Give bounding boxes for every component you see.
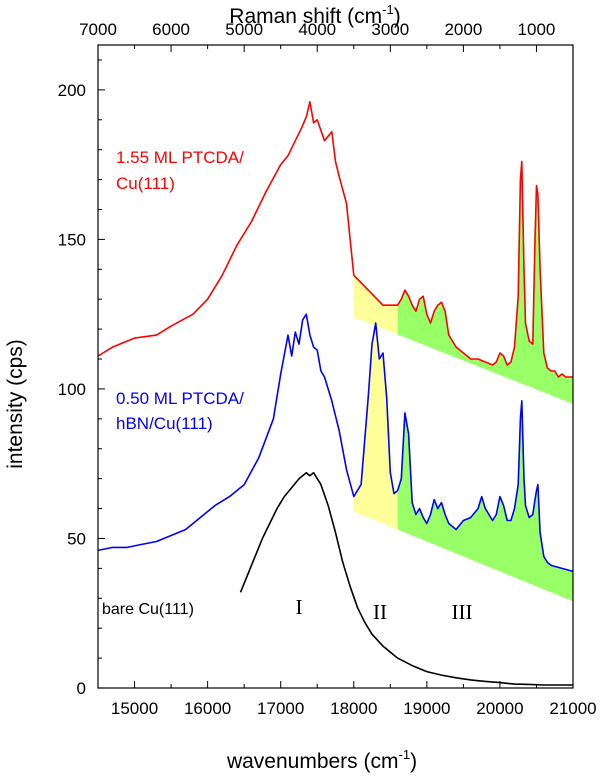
region-III-fill-series-1 bbox=[397, 400, 573, 602]
region-label-III: III bbox=[452, 600, 473, 624]
y-tick-label: 0 bbox=[77, 679, 86, 698]
x-tick-label: 20000 bbox=[476, 699, 523, 718]
top-tick-label: 2000 bbox=[444, 20, 482, 39]
series-labels: 1.55 ML PTCDA/ Cu(111) 0.50 ML PTCDA/ hB… bbox=[102, 148, 244, 618]
x-tick-label: 18000 bbox=[330, 699, 377, 718]
plot-border bbox=[97, 44, 574, 689]
y-tick-label: 150 bbox=[58, 230, 86, 249]
y-tick-label: 200 bbox=[58, 81, 86, 100]
y-tick-label: 50 bbox=[67, 529, 86, 548]
series-line-0 bbox=[97, 101, 573, 378]
region-shading bbox=[353, 161, 573, 602]
top-axis-title: Raman shift (cm-1) bbox=[229, 2, 400, 28]
region-label-II: II bbox=[373, 600, 387, 624]
top-tick-label: 6000 bbox=[152, 20, 190, 39]
axis-ticks: 15000 16000 17000 18000 19000 20000 21000 0 50 10… bbox=[58, 20, 597, 718]
label-red-line-1: 1.55 ML PTCDA/ bbox=[116, 148, 244, 167]
y-tick-label: 100 bbox=[58, 380, 86, 399]
x-tick-label: 19000 bbox=[403, 699, 450, 718]
bottom-axis-title: wavenumbers (cm-1) bbox=[226, 747, 417, 773]
y-axis-title: intensity (cps) bbox=[4, 339, 27, 469]
series-line-1 bbox=[97, 313, 574, 573]
label-red-line-2: Cu(111) bbox=[116, 174, 175, 193]
x-tick-label: 17000 bbox=[257, 699, 304, 718]
label-blue-line-1: 0.50 ML PTCDA/ bbox=[116, 389, 244, 408]
region-II-fill-series-0 bbox=[353, 275, 398, 335]
label-black: bare Cu(111) bbox=[102, 601, 194, 618]
x-tick-label: 15000 bbox=[111, 699, 158, 718]
x-tick-label: 21000 bbox=[549, 699, 596, 718]
region-II-fill-series-1 bbox=[353, 323, 398, 530]
spectra-lines bbox=[97, 101, 574, 686]
plot-frame bbox=[97, 44, 574, 689]
top-tick-label: 3000 bbox=[371, 20, 409, 39]
region-III-fill-series-0 bbox=[397, 161, 573, 404]
top-tick-label: 7000 bbox=[79, 20, 117, 39]
region-labels: I II III bbox=[296, 595, 473, 624]
top-tick-label: 5000 bbox=[225, 20, 263, 39]
series-line-2 bbox=[239, 471, 573, 686]
x-tick-label: 16000 bbox=[184, 699, 231, 718]
top-tick-label: 4000 bbox=[298, 20, 336, 39]
top-tick-label: 1000 bbox=[518, 20, 556, 39]
region-label-I: I bbox=[296, 595, 303, 619]
label-blue-line-2: hBN/Cu(111) bbox=[116, 414, 213, 433]
